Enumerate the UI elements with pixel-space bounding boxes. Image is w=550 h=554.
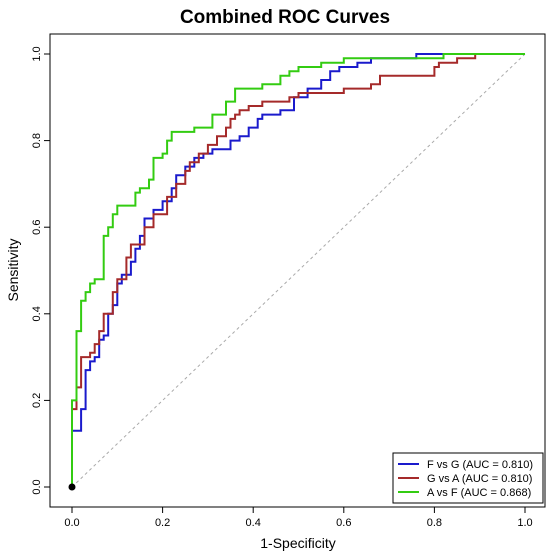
legend-entry-f-vs-g: F vs G (AUC = 0.810) bbox=[427, 459, 533, 471]
chart-title: Combined ROC Curves bbox=[180, 7, 390, 28]
roc-curve-g-vs-a bbox=[71, 53, 525, 487]
legend-entry-a-vs-f: A vs F (AUC = 0.868) bbox=[427, 487, 531, 499]
x-tick-label: 0.0 bbox=[64, 517, 79, 529]
legend: F vs G (AUC = 0.810) G vs A (AUC = 0.810… bbox=[392, 452, 544, 504]
x-tick-label: 1.0 bbox=[517, 517, 532, 529]
y-tick-label: 0.2 bbox=[31, 393, 43, 408]
plot-frame bbox=[49, 33, 546, 508]
x-tick-label: 0.8 bbox=[427, 517, 442, 529]
series-layer bbox=[71, 53, 525, 487]
y-tick-label: 0.0 bbox=[31, 479, 43, 494]
x-tick-label: 0.2 bbox=[155, 517, 170, 529]
y-axis-label: Sensitivity bbox=[5, 238, 21, 301]
legend-entry-g-vs-a: G vs A (AUC = 0.810) bbox=[427, 473, 532, 485]
x-tick-label: 0.6 bbox=[336, 517, 351, 529]
x-axis-label: 1-Specificity bbox=[260, 535, 335, 551]
origin-marker bbox=[68, 483, 76, 491]
y-tick-label: 0.4 bbox=[31, 306, 43, 321]
y-tick-label: 0.6 bbox=[31, 220, 43, 235]
y-tick-label: 0.8 bbox=[31, 133, 43, 148]
x-axis-ticks: 0.0 0.2 0.4 0.6 0.8 1.0 bbox=[64, 507, 533, 529]
reference-diagonal bbox=[71, 53, 526, 488]
y-axis-ticks: 0.0 0.2 0.4 0.6 0.8 1.0 bbox=[31, 46, 50, 495]
x-tick-label: 0.4 bbox=[246, 517, 261, 529]
roc-curve-f-vs-g bbox=[71, 53, 525, 487]
y-tick-label: 1.0 bbox=[31, 46, 43, 61]
roc-curve-a-vs-f bbox=[71, 53, 525, 487]
